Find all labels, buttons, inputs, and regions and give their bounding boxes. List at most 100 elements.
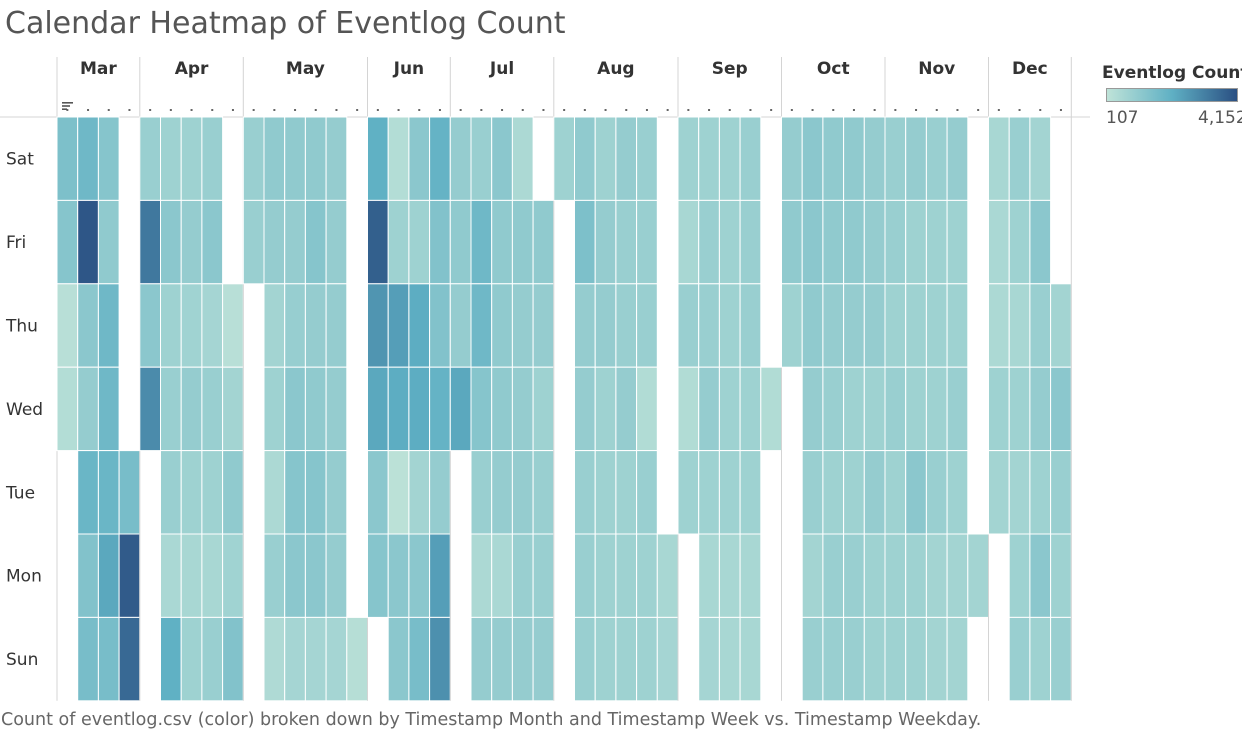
heatmap-cell	[636, 199, 658, 285]
heatmap-cell	[470, 616, 493, 702]
legend-max-label: 4,152	[1198, 108, 1242, 128]
heatmap-cell	[843, 199, 865, 285]
heatmap-cell	[491, 450, 513, 535]
heatmap-cell	[470, 283, 493, 368]
heatmap-cell	[532, 450, 555, 535]
heatmap-cell	[781, 116, 803, 201]
heatmap-cell	[408, 199, 431, 285]
chart-title: Calendar Heatmap of Eventlog Count	[5, 6, 566, 41]
heatmap-cell	[905, 533, 927, 618]
week-tick	[273, 109, 276, 111]
heatmap-cell	[325, 533, 348, 618]
legend-title: Eventlog Count	[1102, 63, 1242, 83]
heatmap-cell	[946, 450, 969, 535]
heatmap-cell	[201, 450, 224, 535]
heatmap-cell	[594, 366, 617, 452]
heatmap-cell	[511, 616, 534, 702]
heatmap-cell	[594, 450, 617, 535]
heatmap-cell	[387, 366, 410, 452]
heatmap-cell	[843, 533, 865, 618]
heatmap-cell	[180, 366, 203, 452]
month-label: Nov	[918, 59, 955, 79]
heatmap-cell	[160, 450, 182, 535]
heatmap-cell	[739, 199, 762, 285]
heatmap-cell	[843, 116, 865, 201]
heatmap-cell	[718, 283, 741, 368]
heatmap-cell	[1008, 283, 1031, 368]
week-tick	[418, 109, 421, 111]
week-tick	[542, 109, 545, 111]
heatmap-cell	[843, 283, 865, 368]
week-tick	[1018, 109, 1021, 111]
heatmap-cell	[367, 533, 389, 618]
heatmap-cell	[1050, 450, 1072, 535]
heatmap-cell	[511, 366, 534, 452]
heatmap-cell	[139, 199, 162, 285]
heatmap-cell	[449, 116, 472, 201]
heatmap-cell	[304, 533, 327, 618]
heatmap-cell	[636, 366, 658, 452]
heatmap-cell	[180, 450, 203, 535]
heatmap-cell	[946, 283, 969, 368]
heatmap-cell	[160, 116, 182, 201]
sort-icon[interactable]	[62, 101, 74, 111]
heatmap-cell	[739, 283, 762, 368]
heatmap-cell	[946, 616, 969, 702]
heatmap-cell	[946, 533, 969, 618]
heatmap-cell	[201, 283, 224, 368]
heatmap-cell	[1050, 366, 1072, 452]
heatmap-cell	[574, 450, 596, 535]
week-tick	[749, 109, 752, 111]
heatmap-cell	[222, 533, 244, 618]
week-tick	[231, 109, 234, 111]
heatmap-cell	[160, 616, 182, 702]
heatmap-cell	[677, 283, 700, 368]
heatmap-cell	[325, 199, 348, 285]
heatmap-cell	[367, 199, 389, 285]
heatmap-cell	[77, 199, 99, 285]
heatmap-cell	[139, 283, 162, 368]
heatmap-cell	[843, 616, 865, 702]
heatmap-cell	[884, 366, 907, 452]
heatmap-cell	[863, 533, 886, 618]
month-label: Apr	[175, 59, 209, 79]
heatmap-cell	[698, 283, 720, 368]
heatmap-cell	[988, 366, 1010, 452]
week-tick	[956, 109, 959, 111]
legend-min-label: 107	[1106, 108, 1139, 128]
heatmap-cell	[56, 366, 79, 452]
color-legend-bar	[1106, 88, 1238, 102]
heatmap-cell	[97, 116, 120, 201]
heatmap-cell	[615, 616, 638, 702]
heatmap-cell	[429, 616, 451, 702]
weekday-label: Mon	[6, 567, 42, 587]
heatmap-cell	[408, 533, 431, 618]
heatmap-cell	[594, 283, 617, 368]
heatmap-cell	[636, 450, 658, 535]
heatmap-cell	[594, 616, 617, 702]
heatmap-cell	[532, 616, 555, 702]
heatmap-cell	[1029, 199, 1052, 285]
heatmap-cell	[387, 450, 410, 535]
weekday-label: Fri	[6, 233, 26, 253]
heatmap-cell	[574, 199, 596, 285]
week-tick	[915, 109, 918, 111]
week-tick	[66, 109, 69, 111]
heatmap-cell	[284, 533, 306, 618]
heatmap-cell	[884, 199, 907, 285]
heatmap-cell	[387, 533, 410, 618]
heatmap-cell	[1008, 616, 1031, 702]
heatmap-cell	[594, 116, 617, 201]
heatmap-cell	[574, 366, 596, 452]
heatmap-cell	[532, 199, 555, 285]
heatmap-cell	[180, 533, 203, 618]
heatmap-cell	[284, 366, 306, 452]
heatmap-cell	[884, 283, 907, 368]
heatmap-cell	[180, 616, 203, 702]
heatmap-cell	[201, 533, 224, 618]
heatmap-cell	[636, 283, 658, 368]
heatmap-cell	[284, 199, 306, 285]
heatmap-cell	[822, 450, 845, 535]
heatmap-cell	[511, 283, 534, 368]
heatmap-cell	[863, 366, 886, 452]
